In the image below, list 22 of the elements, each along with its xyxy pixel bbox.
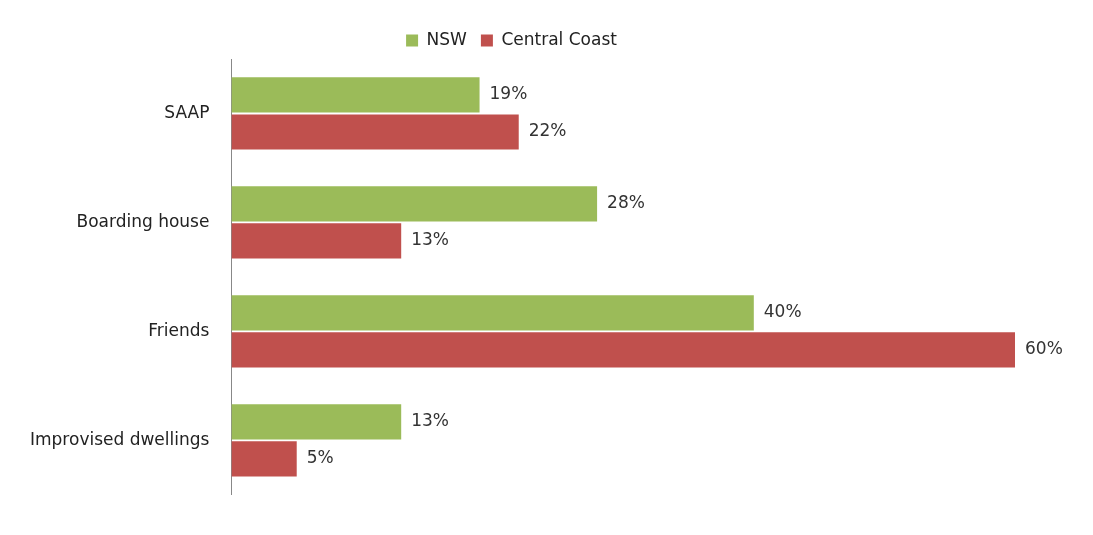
bar xyxy=(231,441,297,477)
bar xyxy=(231,114,519,150)
y-tick-label: Boarding house xyxy=(76,210,210,231)
bar xyxy=(231,223,402,259)
bar xyxy=(231,77,480,113)
bar xyxy=(231,332,1015,368)
data-label: 5% xyxy=(306,447,334,468)
y-tick-label: SAAP xyxy=(164,101,210,122)
data-label: 40% xyxy=(763,301,802,322)
bar xyxy=(231,404,402,440)
data-label: 22% xyxy=(528,120,567,141)
bar xyxy=(231,186,598,222)
data-label: 60% xyxy=(1025,338,1063,359)
legend-label: Central Coast xyxy=(501,28,618,49)
data-label: 28% xyxy=(607,192,645,213)
bar xyxy=(231,295,754,331)
y-tick-label: Improvised dwellings xyxy=(30,428,210,449)
data-label: 19% xyxy=(489,83,528,104)
data-label: 13% xyxy=(411,229,449,250)
y-tick-label: Friends xyxy=(148,319,210,340)
legend-label: NSW xyxy=(426,28,468,49)
data-label: 13% xyxy=(411,410,449,431)
